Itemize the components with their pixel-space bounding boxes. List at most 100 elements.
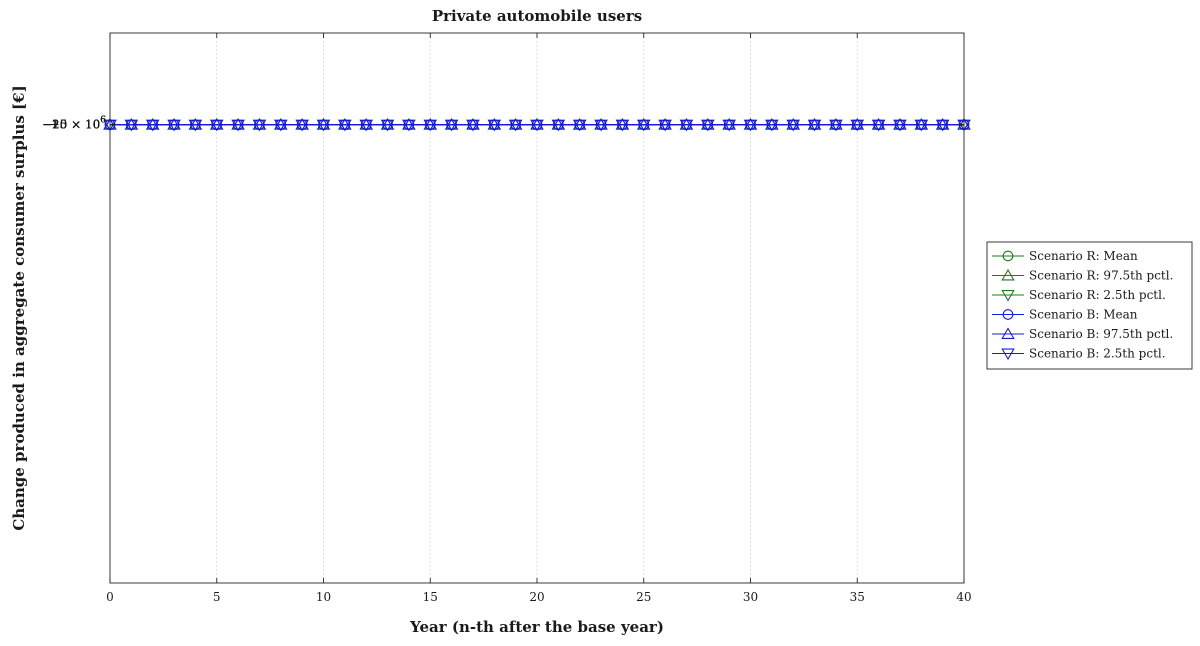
plot-frame [109, 32, 965, 584]
data-point [850, 118, 864, 130]
series-layer [103, 118, 971, 132]
data-point [444, 119, 459, 132]
data-point [551, 118, 566, 130]
data-point [572, 119, 587, 132]
data-point [210, 119, 224, 132]
legend-box [986, 241, 1193, 370]
data-point [679, 119, 694, 132]
data-point [786, 118, 800, 130]
data-point [231, 118, 245, 130]
data-point [508, 118, 523, 130]
data-point [935, 118, 950, 130]
data-point [594, 119, 608, 132]
data-point [124, 118, 139, 130]
data-point [295, 118, 309, 130]
x-tick-label: 20 [529, 590, 544, 604]
x-tick-label: 15 [423, 590, 438, 604]
data-point [359, 118, 373, 130]
data-point [658, 118, 672, 130]
data-point [572, 118, 587, 130]
data-point [145, 119, 160, 132]
y-tick-label: 0 × 106 [60, 116, 107, 132]
x-tick-label: 40 [956, 590, 971, 604]
x-tick-label: 35 [850, 590, 865, 604]
legend-label: Scenario B: 2.5th pctl. [1029, 347, 1166, 361]
x-tick-label: 0 [106, 590, 114, 604]
x-tick-label: 25 [636, 590, 651, 604]
data-point [423, 119, 437, 132]
data-point [188, 119, 203, 132]
data-point [466, 119, 480, 132]
legend-label: Scenario R: 2.5th pctl. [1029, 288, 1166, 302]
data-point [487, 119, 502, 132]
data-point [829, 119, 843, 132]
data-point [316, 119, 331, 132]
data-point [701, 118, 715, 130]
data-point [466, 118, 480, 130]
legend-label: Scenario R: Mean [1029, 249, 1138, 263]
data-point [829, 118, 843, 130]
legend-item: Scenario R: 2.5th pctl. [992, 288, 1166, 302]
data-point [274, 119, 288, 132]
legend-item: Scenario B: Mean [992, 308, 1138, 322]
y-tick-label: −10 × 106 [42, 116, 106, 132]
data-point [167, 119, 181, 132]
data-point [743, 119, 758, 132]
data-point [679, 118, 694, 130]
data-point [615, 118, 630, 130]
legend-marker [1001, 327, 1015, 339]
legend-item: Scenario R: Mean [992, 249, 1138, 263]
data-point [210, 118, 224, 130]
data-point [380, 118, 395, 130]
y-tick-label: −5 × 106 [50, 116, 107, 132]
data-point [850, 119, 864, 132]
legend: Scenario R: Mean Scenario R: 97.5th pctl.… [986, 241, 1193, 370]
data-point [380, 119, 395, 132]
data-point [167, 118, 181, 130]
legend-marker [1001, 268, 1015, 281]
data-point [701, 119, 715, 132]
data-point [274, 118, 288, 130]
data-point [359, 119, 373, 132]
x-tick-label: 30 [743, 590, 758, 604]
data-point [765, 119, 779, 132]
data-point [338, 118, 352, 130]
data-point [871, 119, 886, 132]
data-point [402, 119, 416, 132]
legend-label: Scenario R: 97.5th pctl. [1029, 269, 1173, 283]
data-point [231, 119, 245, 132]
data-point [530, 119, 544, 132]
legend-item: Scenario B: 97.5th pctl. [992, 327, 1173, 341]
data-point [807, 119, 822, 132]
y-tick-label: −25 × 106 [42, 116, 106, 132]
data-point [508, 119, 523, 132]
data-point [295, 119, 309, 132]
legend-marker [1001, 290, 1015, 302]
legend-label: Scenario B: Mean [1029, 308, 1138, 322]
data-point [252, 119, 267, 132]
data-point [765, 118, 779, 130]
legend-item: Scenario B: 2.5th pctl. [992, 347, 1166, 361]
data-point [487, 118, 502, 130]
y-tick-label: +5 × 106 [50, 116, 107, 132]
data-point [722, 118, 736, 130]
series-6 [103, 119, 971, 132]
y-axis-label: Change produced in aggregate consumer su… [10, 85, 28, 530]
legend-marker [1002, 250, 1014, 262]
legend-item: Scenario R: 97.5th pctl. [992, 269, 1173, 283]
data-point [743, 118, 758, 130]
data-point [807, 118, 822, 130]
data-point [935, 119, 950, 132]
data-point [444, 118, 459, 130]
grid [109, 33, 965, 583]
data-point [594, 118, 608, 130]
data-point [124, 119, 139, 132]
data-point [551, 119, 566, 132]
x-axis-label: Year (n-th after the base year) [409, 618, 664, 636]
data-point [402, 118, 416, 130]
data-point [316, 118, 331, 130]
data-point [637, 118, 651, 130]
y-tick-label: −15 × 106 [42, 116, 106, 132]
